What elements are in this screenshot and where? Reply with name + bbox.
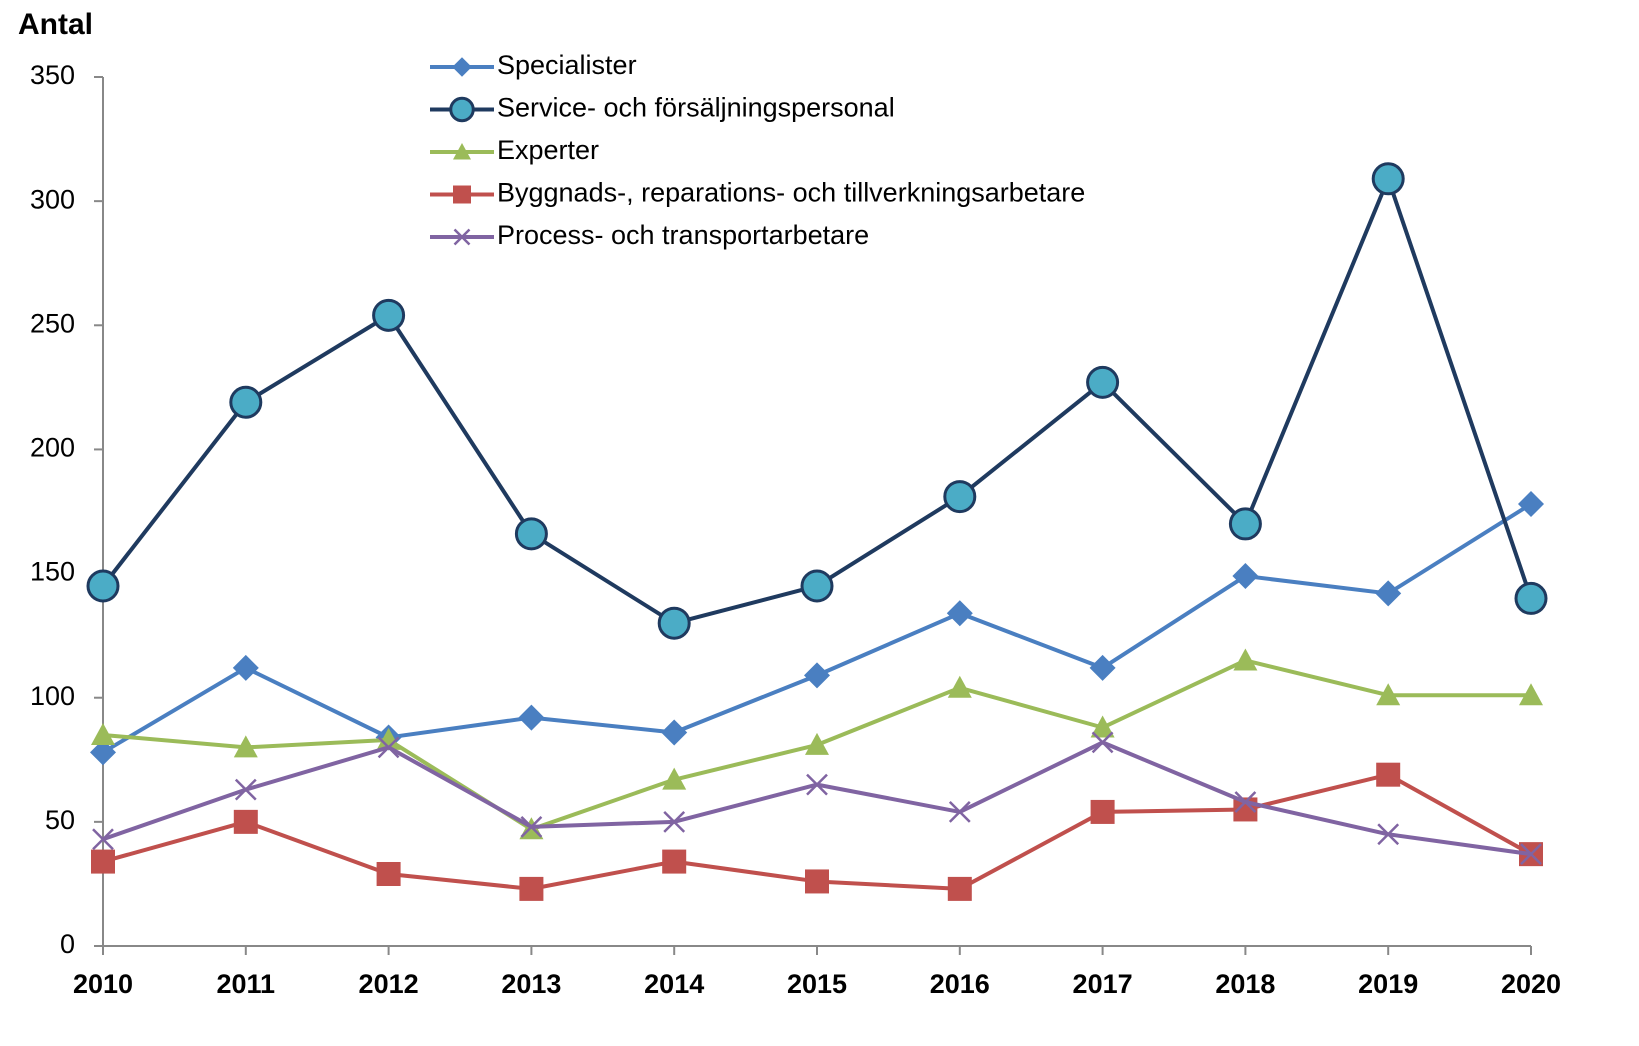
marker — [1376, 762, 1401, 787]
marker — [947, 876, 972, 901]
series-line — [102, 740, 1532, 857]
marker — [806, 773, 828, 796]
x-tick-label: 2016 — [930, 969, 990, 999]
marker — [229, 385, 263, 419]
marker — [1228, 507, 1262, 541]
marker — [1232, 563, 1259, 590]
marker — [1375, 580, 1402, 607]
marker — [90, 739, 116, 766]
legend-marker — [452, 57, 472, 77]
legend-label: Process- och transportarbetare — [497, 220, 869, 250]
marker — [947, 675, 972, 698]
y-tick-label: 250 — [30, 308, 75, 338]
marker — [519, 876, 544, 901]
marker — [1519, 683, 1543, 706]
marker — [232, 654, 259, 681]
y-tick-label: 200 — [30, 433, 75, 463]
marker — [234, 778, 257, 801]
x-tick-label: 2019 — [1358, 969, 1418, 999]
marker — [800, 569, 834, 603]
marker — [804, 662, 830, 689]
series-line — [101, 502, 1533, 755]
marker — [1520, 843, 1542, 866]
y-tick-label: 0 — [60, 929, 75, 959]
y-tick-label: 350 — [30, 60, 75, 90]
y-tick-label: 300 — [30, 184, 75, 214]
marker — [1091, 731, 1114, 754]
y-tick-label: 50 — [45, 805, 75, 835]
x-tick-label: 2011 — [217, 969, 276, 999]
x-tick-label: 2015 — [787, 969, 847, 999]
legend-marker — [449, 96, 475, 123]
legend-marker — [453, 185, 471, 204]
marker — [372, 298, 406, 332]
marker — [805, 732, 829, 755]
marker — [943, 480, 977, 514]
marker — [86, 569, 120, 603]
marker — [1086, 365, 1120, 399]
legend-marker — [453, 228, 471, 246]
marker — [663, 810, 686, 833]
marker — [520, 815, 543, 838]
x-tick-label: 2014 — [644, 969, 704, 999]
marker — [1376, 683, 1401, 706]
marker — [1518, 491, 1544, 518]
marker — [1233, 648, 1258, 671]
marker — [233, 735, 258, 758]
x-tick-label: 2017 — [1073, 969, 1133, 999]
x-tick-label: 2020 — [1501, 969, 1561, 999]
x-tick-label: 2010 — [73, 969, 133, 999]
marker — [233, 809, 258, 834]
legend-label: Specialister — [497, 50, 637, 80]
marker — [805, 869, 829, 894]
y-tick-label: 100 — [30, 681, 75, 711]
legend-label: Byggnads-, reparations- och tillverkning… — [497, 178, 1085, 208]
marker — [514, 517, 548, 551]
marker — [376, 861, 401, 886]
marker — [662, 849, 687, 874]
marker — [92, 828, 114, 851]
y-tick-label: 150 — [30, 557, 75, 587]
marker — [91, 849, 115, 874]
marker — [91, 722, 115, 745]
marker — [946, 600, 973, 627]
marker — [1089, 654, 1116, 681]
x-tick-label: 2013 — [501, 969, 561, 999]
marker — [661, 719, 688, 746]
marker — [377, 736, 400, 759]
legend-label: Service- och försäljningspersonal — [497, 93, 895, 123]
marker — [657, 606, 691, 640]
marker — [518, 704, 545, 731]
x-tick-label: 2012 — [359, 969, 419, 999]
marker — [1377, 823, 1400, 846]
marker — [376, 727, 401, 750]
x-tick-label: 2018 — [1215, 969, 1275, 999]
marker — [1090, 715, 1115, 738]
marker — [948, 801, 971, 823]
marker — [1371, 162, 1405, 196]
y-axis-label: Antal — [18, 8, 93, 41]
marker — [1514, 581, 1548, 615]
marker — [1234, 791, 1257, 813]
marker — [662, 767, 687, 790]
marker — [1090, 799, 1115, 824]
legend-label: Experter — [497, 135, 599, 165]
legend-marker — [453, 143, 471, 160]
